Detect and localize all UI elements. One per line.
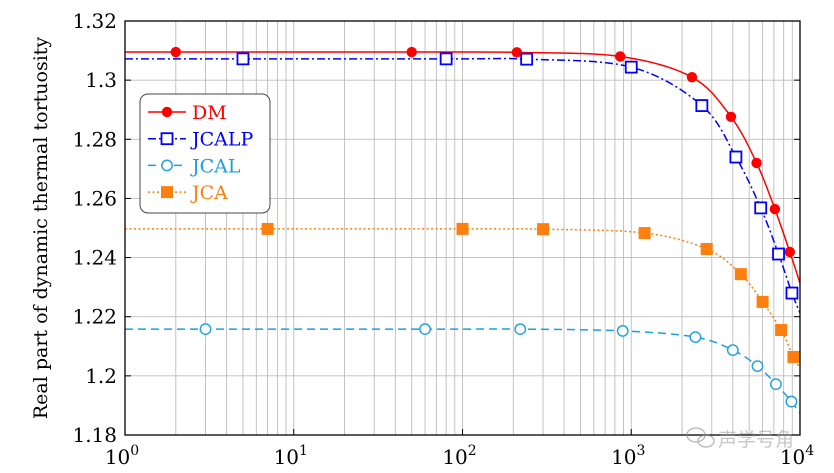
data-point [236,52,250,66]
data-point [785,286,799,300]
data-point [170,46,181,58]
data-point [695,99,709,112]
y-axis-label: Real part of dynamic thermal tortuosity [30,37,52,420]
legend-label: DM [192,102,227,124]
data-point [616,325,629,337]
data-point [772,247,785,261]
data-point [754,201,768,215]
wechat-icon [686,427,715,448]
y-tick-label: 1.24 [72,246,117,270]
data-point [456,222,469,235]
series-line [125,228,800,369]
data-point [689,331,702,344]
data-point [261,222,274,235]
watermark-text: 声学号角 [718,429,794,451]
x-tick-label: 103 [611,443,645,469]
data-point [511,47,523,58]
legend: DM JCALP JCAL JCA [139,93,271,214]
data-point [638,227,651,240]
data-point [514,323,527,336]
legend-item-jcal: JCAL [148,155,241,177]
y-axis: 1.18 1.2 1.22 1.24 1.26 1.28 1.3 1.32 [72,9,800,447]
x-tick-label: 102 [442,443,476,469]
x-tick-label: 104 [780,443,814,469]
series-dm [125,46,800,284]
y-tick-label: 1.28 [72,127,117,151]
data-point [700,242,713,255]
data-point [439,52,453,66]
data-point [751,157,762,169]
y-tick-label: 1.22 [72,305,117,329]
data-point [756,295,769,308]
y-tick-label: 1.32 [72,9,117,33]
data-point [686,71,698,83]
x-tick-label: 100 [105,443,139,469]
series-jcalp [125,52,800,314]
series-line [125,57,800,314]
y-tick-label: 1.26 [72,186,117,210]
data-point [729,150,743,164]
data-point [161,106,173,118]
x-tick-label: 101 [274,443,308,469]
legend-box [139,93,271,214]
data-point [624,60,638,74]
legend-item-jca: JCA [148,182,228,204]
data-point [161,186,173,199]
x-axis: 100 101 102 103 104 [105,429,814,469]
data-point [787,350,800,363]
legend-label: JCA [190,182,228,204]
data-point [770,378,782,391]
legend-item-jcalp: JCALP [148,129,253,151]
legend-label: JCAL [190,155,241,177]
legend-item-dm: DM [148,102,227,124]
data-point [769,203,781,215]
y-tick-label: 1.18 [72,423,117,447]
data-point [419,323,431,336]
series-layer [125,46,800,414]
data-point [785,395,798,408]
data-point [406,46,417,58]
series-jca [125,222,800,369]
data-point [751,360,764,372]
legend-label: JCALP [190,129,253,151]
data-point [161,159,173,172]
data-point [775,324,788,337]
data-point [725,111,737,123]
series-jcal [125,323,800,414]
data-point [784,246,795,258]
data-point [199,323,212,336]
data-point [537,223,550,236]
y-tick-label: 1.3 [85,68,117,92]
data-point [726,344,739,357]
data-point [160,132,174,146]
grid [125,20,800,436]
data-point [520,52,534,66]
data-point [614,51,626,62]
data-point [734,268,747,281]
watermark: 声学号角 [686,427,794,451]
y-tick-label: 1.2 [85,364,117,388]
